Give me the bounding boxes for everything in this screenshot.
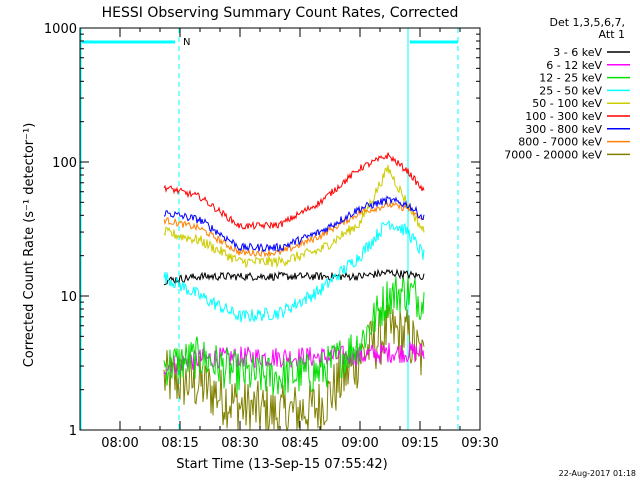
legend-header-line-1: Det 1,3,5,6,7, <box>549 16 625 29</box>
legend-label-2: 6 - 12 keV <box>546 59 602 72</box>
timestamp: 22-Aug-2017 01:18 <box>559 469 636 478</box>
y-tick-label: 1000 <box>44 22 77 37</box>
legend-label-1: 3 - 6 keV <box>553 46 602 59</box>
x-tick-label: 08:45 <box>281 436 318 451</box>
series-6 <box>163 152 425 231</box>
series-2 <box>163 342 425 376</box>
series-5 <box>163 164 425 269</box>
legend-header-line-2: Att 1 <box>599 28 625 41</box>
x-tick-label: 08:15 <box>161 436 198 451</box>
series-8 <box>163 201 425 258</box>
x-tick-label: 08:00 <box>101 436 138 451</box>
x-tick-label: 08:30 <box>221 436 258 451</box>
series-line-4 <box>163 219 425 323</box>
series-7 <box>163 195 425 253</box>
series-line-2 <box>163 342 425 376</box>
legend-label-5: 50 - 100 keV <box>532 97 602 110</box>
series-line-6 <box>163 152 425 231</box>
series-4 <box>163 219 425 323</box>
series-3 <box>163 275 425 396</box>
y-tick-label: 1 <box>69 424 77 439</box>
x-axis-label: Start Time (13-Sep-15 07:55:42) <box>176 457 387 472</box>
legend-label-3: 12 - 25 keV <box>539 72 602 85</box>
legend-label-8: 800 - 7000 keV <box>518 136 602 149</box>
x-tick-label: 09:00 <box>341 436 378 451</box>
series-line-3 <box>163 275 425 396</box>
x-tick-label: 09:15 <box>401 436 438 451</box>
x-tick-label: 09:30 <box>461 436 498 451</box>
y-axis-label: Corrected Count Rate (s⁻¹ detector⁻¹) <box>22 123 37 368</box>
legend-label-4: 25 - 50 keV <box>539 84 602 97</box>
legend-label-6: 100 - 300 keV <box>525 110 602 123</box>
y-tick-label: 100 <box>52 156 77 171</box>
plot-frame <box>79 27 481 431</box>
series-line-5 <box>163 164 425 269</box>
legend-label-7: 300 - 800 keV <box>525 123 602 136</box>
series-line-7 <box>163 195 425 253</box>
y-tick-label: 10 <box>60 290 77 305</box>
series-line-8 <box>163 201 425 258</box>
legend-label-9: 7000 - 20000 keV <box>504 148 602 161</box>
series-line-1 <box>163 268 425 286</box>
night-marker-label: N <box>183 37 190 48</box>
chart-title: HESSI Observing Summary Count Rates, Cor… <box>102 5 459 21</box>
series-1 <box>163 268 425 286</box>
